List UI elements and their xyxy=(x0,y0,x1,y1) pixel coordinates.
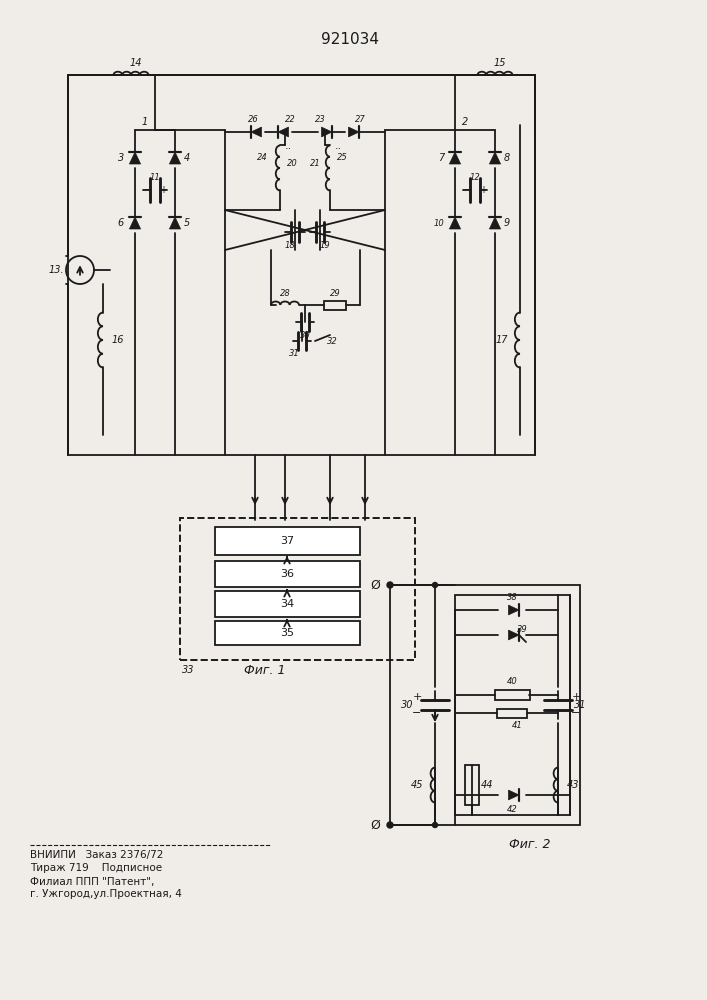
Text: 40: 40 xyxy=(507,676,518,686)
Text: 13.: 13. xyxy=(48,265,64,275)
Text: +: + xyxy=(571,692,580,702)
Text: 11: 11 xyxy=(150,174,160,182)
Text: 9: 9 xyxy=(504,218,510,228)
Bar xyxy=(324,300,346,310)
Text: 45: 45 xyxy=(411,780,423,790)
Polygon shape xyxy=(322,127,332,137)
Text: ··: ·· xyxy=(284,144,291,154)
Polygon shape xyxy=(450,217,460,229)
Text: 35: 35 xyxy=(280,628,294,638)
Text: +: + xyxy=(412,692,421,702)
Text: −: − xyxy=(412,708,421,718)
Text: Филиал ППП "Патент",: Филиал ППП "Патент", xyxy=(30,877,154,887)
Bar xyxy=(215,527,360,555)
Text: 23: 23 xyxy=(315,115,325,124)
Text: ··: ·· xyxy=(334,144,341,154)
Text: 31: 31 xyxy=(574,700,586,710)
Bar xyxy=(215,621,360,645)
Text: 31: 31 xyxy=(288,350,299,359)
Text: 921034: 921034 xyxy=(321,32,379,47)
Text: 4: 4 xyxy=(184,153,190,163)
Circle shape xyxy=(433,822,438,828)
Text: +: + xyxy=(159,185,167,195)
Bar xyxy=(497,708,527,718)
Text: 36: 36 xyxy=(280,569,294,579)
Polygon shape xyxy=(508,605,519,615)
Text: 30: 30 xyxy=(300,330,310,340)
Text: −: − xyxy=(144,185,152,195)
Bar xyxy=(215,591,360,617)
Polygon shape xyxy=(129,152,141,164)
Text: 33: 33 xyxy=(182,665,194,675)
Text: +: + xyxy=(479,185,487,195)
Text: 6: 6 xyxy=(118,218,124,228)
Polygon shape xyxy=(450,152,460,164)
Text: 41: 41 xyxy=(512,722,522,730)
Polygon shape xyxy=(278,127,288,137)
Text: 12: 12 xyxy=(469,174,480,182)
Text: 5: 5 xyxy=(184,218,190,228)
Text: 19: 19 xyxy=(320,241,330,250)
Text: 10: 10 xyxy=(433,219,445,228)
Polygon shape xyxy=(251,127,262,137)
Text: 22: 22 xyxy=(285,115,296,124)
Text: 24: 24 xyxy=(257,153,267,162)
Text: 29: 29 xyxy=(329,288,340,298)
Bar xyxy=(215,561,360,587)
Text: 27: 27 xyxy=(355,115,366,124)
Text: 3: 3 xyxy=(118,153,124,163)
Bar xyxy=(494,690,530,700)
Text: 21: 21 xyxy=(310,158,320,167)
Circle shape xyxy=(387,822,393,828)
Text: Фиг. 1: Фиг. 1 xyxy=(244,664,286,676)
Text: 18: 18 xyxy=(285,241,296,250)
Text: Ø: Ø xyxy=(370,818,380,832)
Text: −: − xyxy=(464,185,472,195)
Polygon shape xyxy=(489,152,501,164)
Polygon shape xyxy=(170,217,180,229)
Polygon shape xyxy=(349,127,359,137)
Text: 7: 7 xyxy=(438,153,444,163)
Text: 32: 32 xyxy=(327,336,337,346)
Text: 43: 43 xyxy=(567,780,579,790)
Polygon shape xyxy=(129,217,141,229)
Bar xyxy=(180,518,415,660)
Text: 1: 1 xyxy=(142,117,148,127)
Text: 28: 28 xyxy=(280,288,291,298)
Text: 25: 25 xyxy=(337,153,347,162)
Polygon shape xyxy=(489,217,501,229)
Text: Ø: Ø xyxy=(370,578,380,591)
Text: 17: 17 xyxy=(496,335,508,345)
Text: 15: 15 xyxy=(493,58,506,68)
Text: 26: 26 xyxy=(247,115,258,124)
Polygon shape xyxy=(170,152,180,164)
Text: Тираж 719    Подписное: Тираж 719 Подписное xyxy=(30,863,162,873)
Text: 42: 42 xyxy=(507,804,518,814)
Polygon shape xyxy=(508,630,519,640)
Text: 14: 14 xyxy=(130,58,142,68)
Text: 2: 2 xyxy=(462,117,468,127)
Text: 37: 37 xyxy=(280,536,294,546)
Text: ВНИИПИ   Заказ 2376/72: ВНИИПИ Заказ 2376/72 xyxy=(30,850,163,860)
Text: г. Ужгород,ул.Проектная, 4: г. Ужгород,ул.Проектная, 4 xyxy=(30,889,182,899)
Text: 38: 38 xyxy=(507,592,518,601)
Text: Фиг. 2: Фиг. 2 xyxy=(509,838,551,852)
Text: 44: 44 xyxy=(481,780,493,790)
Text: 39: 39 xyxy=(517,626,527,635)
Text: 20: 20 xyxy=(286,158,298,167)
Bar xyxy=(68,75,535,455)
Text: 16: 16 xyxy=(112,335,124,345)
Polygon shape xyxy=(508,790,519,800)
Circle shape xyxy=(433,582,438,587)
Bar xyxy=(390,585,580,825)
Bar xyxy=(455,595,570,815)
Bar xyxy=(465,765,479,805)
Text: 34: 34 xyxy=(280,599,294,609)
Circle shape xyxy=(387,582,393,588)
Text: 30: 30 xyxy=(401,700,414,710)
Text: 8: 8 xyxy=(504,153,510,163)
Text: −: − xyxy=(571,708,580,718)
